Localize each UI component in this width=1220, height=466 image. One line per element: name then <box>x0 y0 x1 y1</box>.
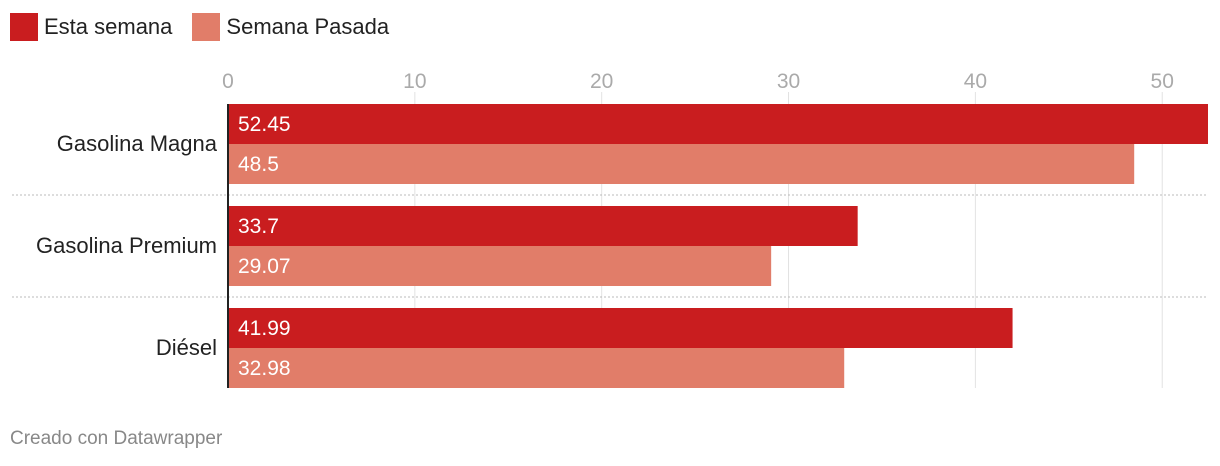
value-label: 29.07 <box>238 255 291 278</box>
bar <box>228 348 845 388</box>
legend-item-esta-semana: Esta semana <box>10 13 172 41</box>
footer-credit[interactable]: Creado con Datawrapper <box>10 428 223 449</box>
category-label: Gasolina Magna <box>57 131 218 156</box>
legend-label-esta-semana: Esta semana <box>44 14 173 39</box>
category-label: Gasolina Premium <box>36 233 217 258</box>
x-tick-label: 10 <box>403 70 426 93</box>
value-label: 32.98 <box>238 357 291 380</box>
bar <box>228 104 1208 144</box>
bar <box>228 206 858 246</box>
legend-label-semana-pasada: Semana Pasada <box>226 14 390 39</box>
x-tick-label: 0 <box>222 70 234 93</box>
x-tick-label: 40 <box>964 70 987 93</box>
x-tick-label: 50 <box>1151 70 1174 93</box>
value-label: 48.5 <box>238 153 279 176</box>
legend-item-semana-pasada: Semana Pasada <box>192 13 389 41</box>
value-label: 52.45 <box>238 113 291 136</box>
x-tick-label: 20 <box>590 70 613 93</box>
legend-swatch-esta-semana <box>10 13 38 41</box>
x-tick-label: 30 <box>777 70 800 93</box>
category-label: Diésel <box>156 335 217 360</box>
bar <box>228 144 1135 184</box>
bar <box>228 308 1013 348</box>
legend-swatch-semana-pasada <box>192 13 221 41</box>
legend: Esta semana Semana Pasada <box>10 12 409 42</box>
value-label: 33.7 <box>238 215 279 238</box>
bar <box>228 246 772 286</box>
value-label: 41.99 <box>238 317 291 340</box>
